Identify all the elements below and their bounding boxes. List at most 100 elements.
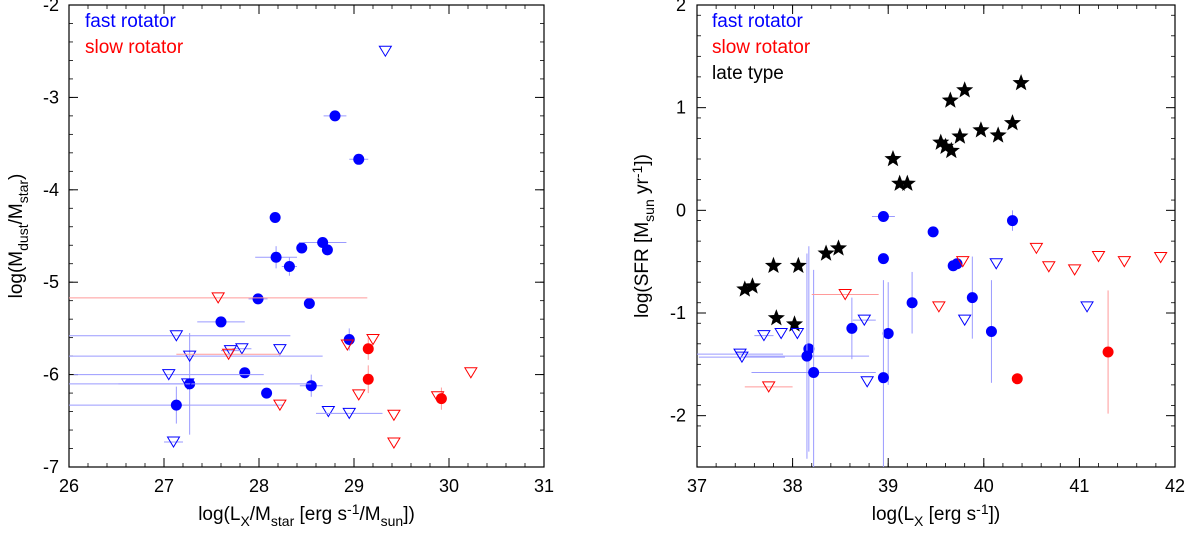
upper-limit-marker bbox=[378, 45, 393, 58]
data-point bbox=[985, 325, 997, 337]
late-type-star bbox=[891, 174, 909, 191]
x-tick-label: 41 bbox=[1069, 476, 1089, 496]
left-panel: 26 27 28 29 30 31 -7 -6 -5 -4 -3 -2 log(LX/Mstar [er… bbox=[6, 0, 554, 529]
upper-limit-marker bbox=[774, 328, 789, 340]
upper-limit-marker bbox=[931, 301, 946, 313]
data-point bbox=[1006, 215, 1018, 227]
upper-limit-marker bbox=[1091, 251, 1106, 263]
upper-limit-marker bbox=[235, 343, 249, 355]
late-type-star bbox=[951, 127, 969, 144]
late-type-star bbox=[942, 141, 960, 159]
late-type-star bbox=[989, 126, 1007, 143]
late-type-star bbox=[941, 91, 959, 108]
data-point bbox=[906, 297, 918, 309]
data-point bbox=[239, 367, 251, 379]
upper-limit-marker bbox=[366, 333, 380, 346]
x-tick-label: 37 bbox=[687, 476, 707, 496]
upper-limit-marker bbox=[1153, 252, 1168, 264]
upper-limit-marker bbox=[169, 330, 184, 342]
series-slow-rotator-detection bbox=[362, 337, 447, 410]
late-type-star bbox=[764, 256, 783, 274]
upper-limit-marker bbox=[955, 256, 970, 268]
legend-entry: fast rotator bbox=[712, 11, 803, 32]
data-point bbox=[215, 316, 227, 328]
data-point bbox=[435, 393, 447, 405]
upper-limit-marker bbox=[735, 351, 749, 364]
y-axis-label: log(Mdust/Mstar) bbox=[6, 174, 31, 299]
late-type-star bbox=[956, 81, 974, 98]
upper-limit-marker bbox=[761, 381, 776, 393]
upper-limit-marker bbox=[180, 378, 195, 390]
upper-limit-marker bbox=[182, 350, 197, 363]
y-tick-label: -2 bbox=[670, 406, 686, 426]
data-point bbox=[877, 210, 889, 222]
upper-limit-marker bbox=[221, 348, 236, 361]
upper-limit-marker bbox=[351, 389, 366, 401]
data-point bbox=[877, 253, 889, 265]
plot-frame bbox=[68, 4, 545, 468]
late-type-star bbox=[937, 137, 955, 154]
legend-entry: late type bbox=[712, 63, 784, 84]
y-tick-label: -1 bbox=[670, 303, 686, 323]
y-tick-label: 2 bbox=[676, 0, 686, 15]
x-tick-label: 38 bbox=[783, 476, 803, 496]
series-late-type-star bbox=[736, 74, 1030, 332]
y-tick-label: -7 bbox=[43, 457, 59, 477]
x-tick-label: 31 bbox=[534, 476, 554, 496]
legend-entry: slow rotator bbox=[85, 37, 184, 58]
upper-limit-marker bbox=[860, 376, 875, 388]
data-point bbox=[846, 322, 858, 334]
data-point bbox=[353, 153, 365, 165]
data-point bbox=[1102, 346, 1114, 358]
upper-limit-marker bbox=[430, 391, 445, 403]
upper-limit-marker bbox=[989, 258, 1004, 270]
y-tick-label: -2 bbox=[43, 0, 59, 15]
upper-limit-marker bbox=[321, 406, 336, 418]
x-tick-label: 42 bbox=[1165, 476, 1185, 496]
late-type-star bbox=[767, 309, 785, 326]
upper-limit-marker bbox=[340, 339, 355, 352]
data-point bbox=[1011, 373, 1023, 385]
late-type-star bbox=[932, 133, 950, 150]
upper-limit-marker bbox=[211, 292, 226, 304]
x-axis-label: log(LX/Mstar [erg s-1/Msun]) bbox=[198, 501, 415, 529]
upper-limit-marker bbox=[790, 328, 805, 340]
upper-limit-marker bbox=[757, 330, 771, 342]
data-point bbox=[261, 387, 273, 399]
series-fast-rotator-upper-limit bbox=[697, 258, 1094, 388]
upper-limit-marker bbox=[857, 314, 872, 327]
data-point bbox=[329, 110, 341, 122]
y-axis-label: log(SFR [Msun yr-1]) bbox=[629, 154, 657, 318]
late-type-star bbox=[829, 239, 848, 256]
series-fast-rotator-upper-limit bbox=[69, 45, 393, 449]
upper-limit-marker bbox=[161, 369, 176, 381]
series-fast-rotator-detection bbox=[744, 210, 1018, 467]
data-point bbox=[877, 372, 889, 384]
y-tick-label: -6 bbox=[43, 365, 59, 385]
late-type-star bbox=[789, 256, 807, 274]
upper-limit-marker bbox=[273, 344, 287, 356]
data-point bbox=[321, 244, 333, 256]
series-slow-rotator-upper-limit bbox=[69, 292, 478, 449]
series-slow-rotator-detection bbox=[1011, 290, 1114, 414]
data-point bbox=[269, 212, 281, 224]
data-point bbox=[305, 380, 317, 392]
series-fast-rotator-detection bbox=[69, 110, 369, 435]
upper-limit-marker bbox=[387, 409, 401, 422]
y-tick-label: -5 bbox=[43, 272, 59, 292]
data-point bbox=[303, 297, 315, 309]
right-panel: 37 38 39 40 41 42 -2 -1 0 1 2 log(LX [erg s-1]) log(… bbox=[629, 0, 1185, 529]
upper-limit-marker bbox=[1041, 261, 1056, 273]
y-tick-label: -3 bbox=[43, 87, 59, 107]
upper-limit-marker bbox=[1029, 242, 1044, 255]
x-tick-label: 29 bbox=[344, 476, 364, 496]
upper-limit-marker bbox=[166, 436, 181, 449]
upper-limit-marker bbox=[1117, 256, 1132, 268]
upper-limit-marker bbox=[838, 289, 853, 301]
y-tick-label: -4 bbox=[43, 180, 59, 200]
data-point bbox=[362, 373, 374, 385]
data-point bbox=[252, 293, 264, 305]
data-point bbox=[343, 333, 355, 345]
late-type-star bbox=[972, 121, 990, 138]
